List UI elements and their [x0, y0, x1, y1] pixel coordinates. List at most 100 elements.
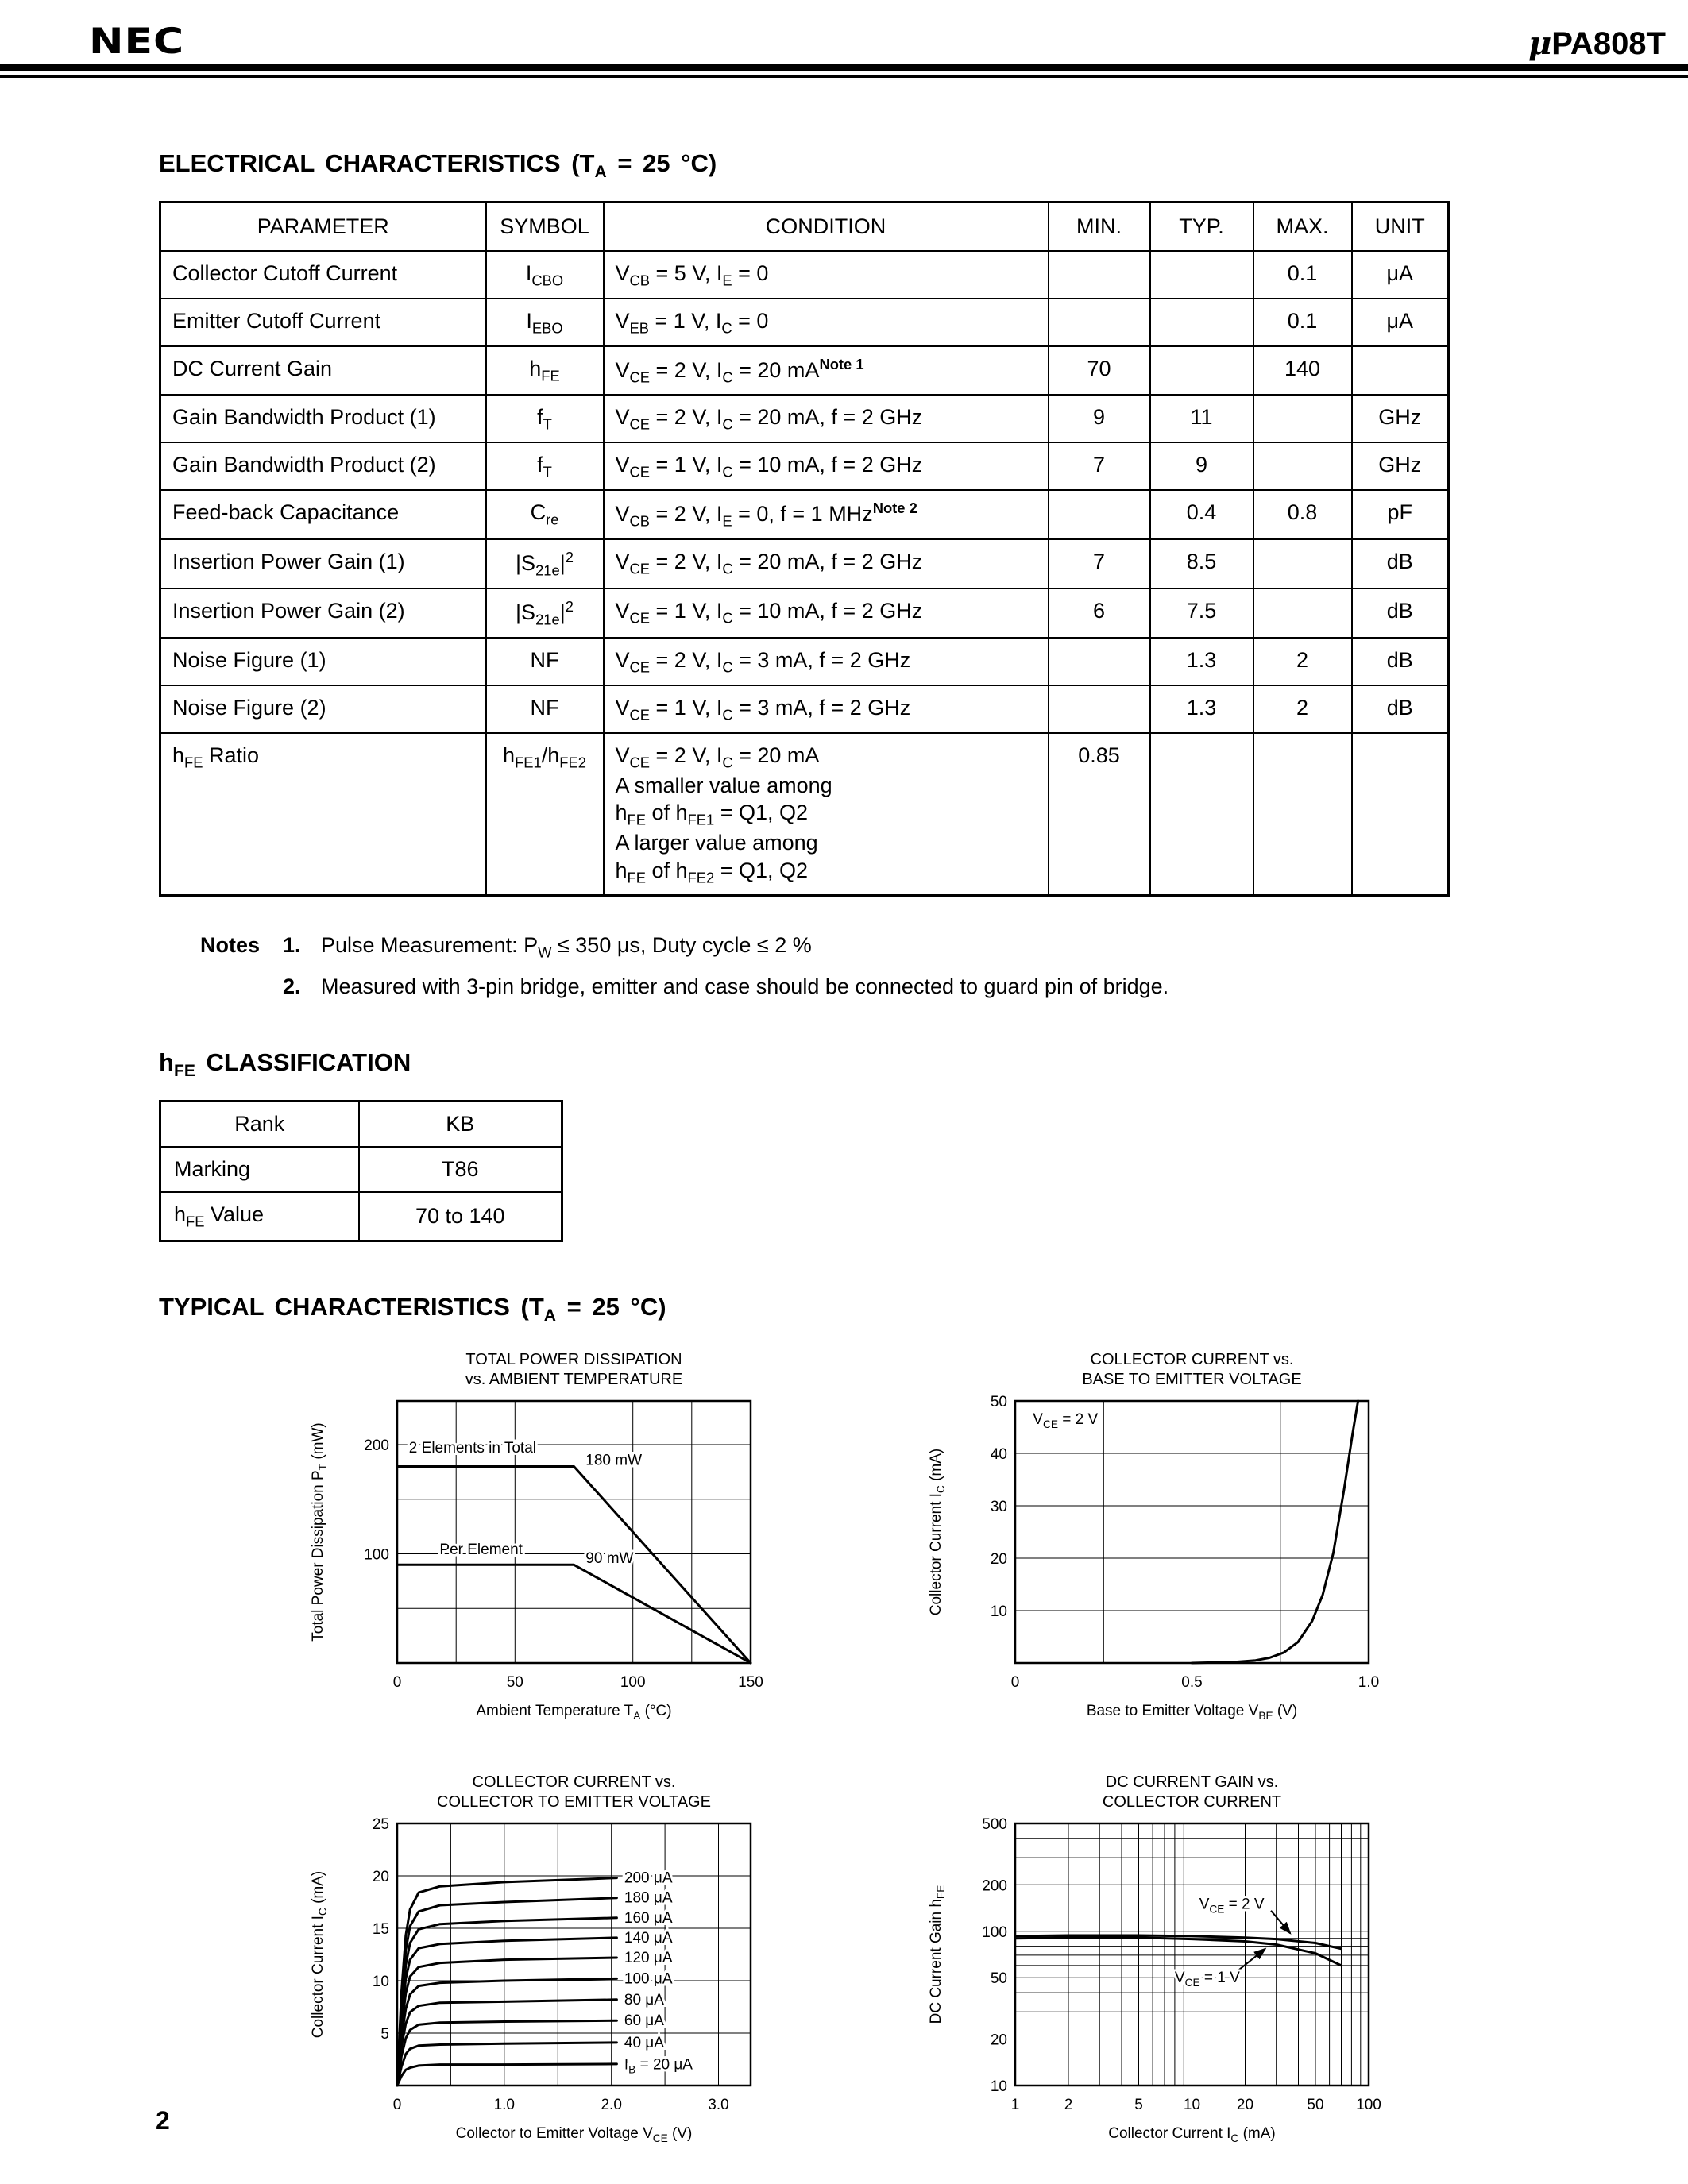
cell-parameter: Collector Cutoff Current — [159, 249, 487, 299]
svg-text:20: 20 — [1237, 2097, 1253, 2113]
page-body: ELECTRICAL CHARACTERISTICS (TA = 25 °C) … — [0, 149, 1688, 2159]
svg-text:100 μA: 100 μA — [624, 1970, 673, 1987]
svg-text:150: 150 — [738, 1674, 763, 1691]
svg-text:Collector Current IC (mA): Collector Current IC (mA) — [310, 1870, 329, 2037]
svg-text:2.0: 2.0 — [601, 2097, 621, 2113]
cell-symbol: NF — [485, 636, 605, 686]
col-symbol: SYMBOL — [485, 201, 605, 252]
svg-text:Collector Current IC (mA): Collector Current IC (mA) — [928, 1448, 947, 1615]
electrical-table-row: Insertion Power Gain (1) |S21e|2 VCE = 2 V… — [159, 538, 1450, 589]
cell-min: 7 — [1047, 538, 1151, 589]
col-unit: UNIT — [1350, 201, 1450, 252]
chart-collector-current-vs-vce: COLLECTOR CURRENT vs. COLLECTOR TO EMITTE… — [278, 1769, 794, 2159]
cell-typ — [1149, 297, 1254, 347]
cell-typ: 9 — [1149, 442, 1254, 492]
typical-characteristics-heading: TYPICAL CHARACTERISTICS (TA = 25 °C) — [159, 1293, 666, 1325]
svg-text:BASE TO EMITTER VOLTAGE: BASE TO EMITTER VOLTAGE — [1082, 1371, 1301, 1388]
svg-text:COLLECTOR CURRENT vs.: COLLECTOR CURRENT vs. — [473, 1773, 676, 1791]
cell-min: 70 — [1047, 345, 1151, 396]
cell-unit: dB — [1350, 636, 1450, 686]
cell-symbol: fT — [485, 394, 605, 444]
cell-symbol: Cre — [485, 489, 605, 541]
cell-typ: 8.5 — [1149, 538, 1254, 589]
cell-condition: VCE = 1 V, IC = 3 mA, f = 2 GHz — [602, 684, 1049, 734]
cell-parameter: Emitter Cutoff Current — [159, 297, 487, 347]
cell-unit — [1350, 345, 1450, 396]
part-number-mu: μ — [1528, 25, 1552, 62]
cell-min: 9 — [1047, 394, 1151, 444]
svg-text:30: 30 — [991, 1499, 1007, 1515]
col-max: MAX. — [1252, 201, 1353, 252]
cell-condition: VCB = 5 V, IE = 0 — [602, 249, 1049, 299]
svg-text:120 μA: 120 μA — [624, 1950, 673, 1966]
svg-text:0: 0 — [1011, 1674, 1020, 1691]
rank-value: KB — [357, 1100, 563, 1148]
cell-typ: 1.3 — [1149, 636, 1254, 686]
page-number: 2 — [156, 2106, 170, 2135]
svg-text:0.5: 0.5 — [1181, 1674, 1202, 1691]
cell-symbol: IEBO — [485, 297, 605, 347]
cell-typ: 0.4 — [1149, 489, 1254, 541]
cell-unit: dB — [1350, 684, 1450, 734]
cell-max: 2 — [1252, 684, 1353, 734]
cell-parameter: Noise Figure (1) — [159, 636, 487, 686]
electrical-table-row: Gain Bandwidth Product (2) fT VCE = 1 V, I… — [159, 442, 1450, 492]
col-parameter: PARAMETER — [159, 201, 487, 252]
cell-max: 2 — [1252, 636, 1353, 686]
cell-max — [1252, 394, 1353, 444]
cell-condition: VCE = 2 V, IC = 20 mA A smaller value amo… — [602, 731, 1049, 897]
svg-text:Ambient Temperature TA (°C): Ambient Temperature TA (°C) — [476, 1703, 671, 1722]
electrical-table-row: Insertion Power Gain (2) |S21e|2 VCE = 1 V… — [159, 587, 1450, 639]
svg-text:100: 100 — [1356, 2097, 1381, 2113]
cell-symbol: |S21e|2 — [485, 587, 605, 639]
cell-typ — [1149, 731, 1254, 897]
electrical-table-row: Noise Figure (2) NF VCE = 1 V, IC = 3 mA, … — [159, 684, 1450, 734]
col-typ: TYP. — [1149, 201, 1254, 252]
svg-text:140 μA: 140 μA — [624, 1929, 673, 1946]
cell-condition: VCE = 2 V, IC = 20 mA, f = 2 GHz — [602, 538, 1049, 589]
svg-text:VCE = 2 V: VCE = 2 V — [1033, 1411, 1098, 1430]
hfe-value-label: hFE Value — [159, 1190, 360, 1242]
svg-text:Collector Current IC (mA): Collector Current IC (mA) — [1108, 2125, 1275, 2144]
svg-text:180 μA: 180 μA — [624, 1889, 673, 1906]
svg-text:vs. AMBIENT TEMPERATURE: vs. AMBIENT TEMPERATURE — [465, 1371, 682, 1388]
svg-text:100: 100 — [364, 1546, 389, 1563]
chart-total-power-dissipation: TOTAL POWER DISSIPATION vs. AMBIENT TEMPE… — [278, 1347, 794, 1736]
cell-typ: 7.5 — [1149, 587, 1254, 639]
cell-parameter: Feed-back Capacitance — [159, 489, 487, 541]
hfe-classification-heading: hFE CLASSIFICATION — [159, 1048, 411, 1080]
svg-text:5: 5 — [380, 2026, 389, 2043]
cell-parameter: Gain Bandwidth Product (1) — [159, 394, 487, 444]
part-number-rest: PA808T — [1551, 26, 1666, 61]
svg-text:50: 50 — [991, 1970, 1007, 1987]
cell-min: 6 — [1047, 587, 1151, 639]
svg-text:20: 20 — [373, 1869, 389, 1885]
svg-text:0: 0 — [393, 2097, 402, 2113]
hfe-value-value: 70 to 140 — [357, 1190, 563, 1242]
svg-text:DC Current Gain hFE: DC Current Gain hFE — [928, 1885, 947, 2024]
cell-max — [1252, 538, 1353, 589]
nec-logo: NEC — [89, 21, 185, 62]
cell-parameter: Insertion Power Gain (1) — [159, 538, 487, 589]
cell-max: 0.8 — [1252, 489, 1353, 541]
note-2-number: 2. — [283, 974, 301, 998]
cell-symbol: ICBO — [485, 249, 605, 299]
cell-unit: dB — [1350, 538, 1450, 589]
cell-typ: 1.3 — [1149, 684, 1254, 734]
svg-text:50: 50 — [991, 1394, 1007, 1410]
electrical-table-row: Feed-back Capacitance Cre VCB = 2 V, IE = … — [159, 489, 1450, 541]
svg-text:180 mW: 180 mW — [585, 1452, 642, 1468]
cell-symbol: hFE1/hFE2 — [485, 731, 605, 897]
note-2-text: Measured with 3-pin bridge, emitter and … — [321, 974, 1169, 998]
chart-collector-current-vs-vbe: COLLECTOR CURRENT vs. BASE TO EMITTER VOL… — [896, 1347, 1412, 1736]
electrical-table-row: Gain Bandwidth Product (1) fT VCE = 2 V, I… — [159, 394, 1450, 444]
cell-parameter: hFE Ratio — [159, 731, 487, 897]
svg-text:15: 15 — [373, 1921, 389, 1938]
svg-text:10: 10 — [373, 1974, 389, 1990]
chart-svg: COLLECTOR CURRENT vs. COLLECTOR TO EMITTE… — [310, 1773, 752, 2144]
cell-min — [1047, 489, 1151, 541]
electrical-table-row: hFE Ratio hFE1/hFE2 VCE = 2 V, IC = 20 mA A… — [159, 731, 1450, 897]
cell-min — [1047, 636, 1151, 686]
svg-text:10: 10 — [1184, 2097, 1200, 2113]
svg-text:Collector to Emitter Voltage V: Collector to Emitter Voltage VCE (V) — [456, 2125, 693, 2144]
